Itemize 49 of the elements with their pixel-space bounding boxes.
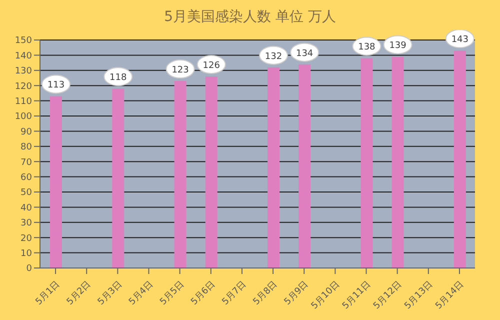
- bar: [50, 96, 62, 268]
- data-label: 126: [202, 60, 220, 71]
- bar: [360, 58, 373, 268]
- data-label: 138: [358, 42, 376, 53]
- bar: [392, 56, 404, 268]
- y-tick-label: 110: [14, 96, 32, 107]
- bar: [112, 88, 124, 268]
- x-tick-label: 5月6日: [190, 280, 218, 308]
- y-tick-label: 50: [20, 188, 32, 198]
- y-tick-label: 20: [20, 234, 32, 244]
- bar: [268, 67, 280, 268]
- bar: [298, 64, 311, 268]
- data-label: 123: [172, 66, 189, 76]
- data-label: 134: [296, 48, 314, 59]
- y-tick-label: 10: [20, 248, 32, 259]
- y-tick-label: 70: [20, 158, 32, 168]
- x-tick-label: 5月2日: [65, 280, 94, 308]
- x-tick-label: 5月11日: [340, 280, 373, 312]
- x-tick-label: 5月9日: [282, 280, 311, 308]
- y-tick-label: 60: [20, 172, 32, 183]
- x-tick-label: 5月12日: [372, 280, 404, 312]
- x-tick-label: 5月14日: [434, 280, 466, 312]
- bar: [174, 81, 186, 268]
- y-tick-label: 120: [14, 82, 32, 92]
- y-tick-label: 130: [14, 66, 32, 77]
- y-tick-label: 0: [26, 264, 32, 274]
- y-tick-label: 40: [20, 203, 32, 214]
- bar: [454, 50, 466, 268]
- data-label: 139: [389, 41, 407, 52]
- data-label: 113: [47, 80, 65, 91]
- data-label: 143: [451, 35, 469, 46]
- x-tick-label: 5月5日: [158, 280, 186, 308]
- y-tick-label: 140: [14, 51, 32, 62]
- chart-title: 5月美国感染人数 单位 万人: [163, 8, 337, 27]
- x-tick-label: 5月4日: [127, 280, 156, 308]
- x-tick-label: 5月8日: [252, 280, 280, 308]
- y-tick-label: 150: [14, 36, 32, 46]
- y-tick-label: 30: [20, 218, 32, 229]
- data-label: 118: [110, 73, 127, 84]
- x-tick-label: 5月3日: [96, 280, 124, 308]
- y-tick-label: 90: [20, 127, 32, 138]
- bar: [205, 76, 218, 268]
- x-tick-label: 5月10日: [310, 280, 342, 312]
- y-tick-label: 100: [14, 112, 32, 122]
- x-tick-label: 5月7日: [220, 280, 249, 308]
- x-tick-label: 5月1日: [34, 280, 62, 308]
- y-tick-label: 80: [20, 142, 32, 153]
- data-label: 132: [264, 52, 282, 62]
- x-tick-label: 5月13日: [403, 280, 435, 312]
